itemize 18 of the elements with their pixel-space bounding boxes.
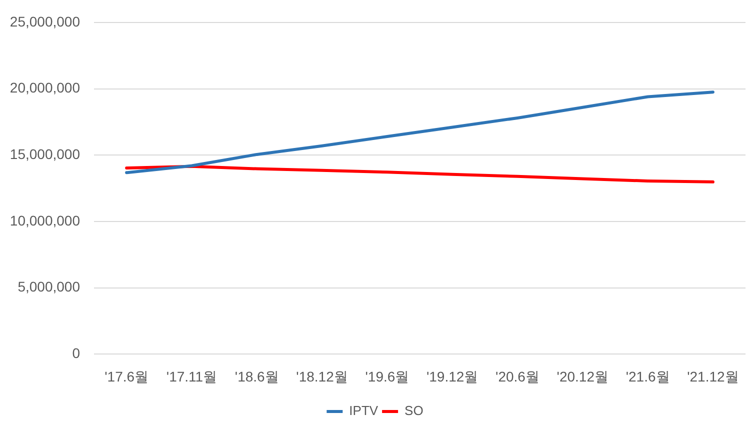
x-tick-label: '20.12월 [556, 368, 608, 384]
y-tick-label: 25,000,000 [10, 13, 80, 30]
x-tick-label: '21.6월 [626, 368, 670, 384]
y-tick-label: 10,000,000 [10, 212, 80, 228]
x-tick-label: '21.12월 [687, 368, 739, 384]
x-tick-label: '20.6월 [496, 368, 540, 384]
legend-label: SO [404, 403, 424, 418]
y-tick-label: 5,000,000 [18, 278, 80, 295]
legend-label: IPTV [349, 403, 378, 418]
x-tick-label: '18.12월 [296, 368, 348, 384]
x-tick-label: '19.6월 [365, 368, 410, 384]
x-tick-label: '18.6월 [234, 368, 279, 384]
x-tick-label: '17.6월 [104, 368, 149, 384]
y-tick-label: 15,000,000 [10, 146, 80, 162]
y-tick-label: 0 [72, 345, 80, 362]
x-tick-label: '17.11월 [166, 368, 218, 384]
y-tick-label: 20,000,000 [10, 80, 80, 96]
x-tick-label: '19.12월 [426, 368, 478, 384]
